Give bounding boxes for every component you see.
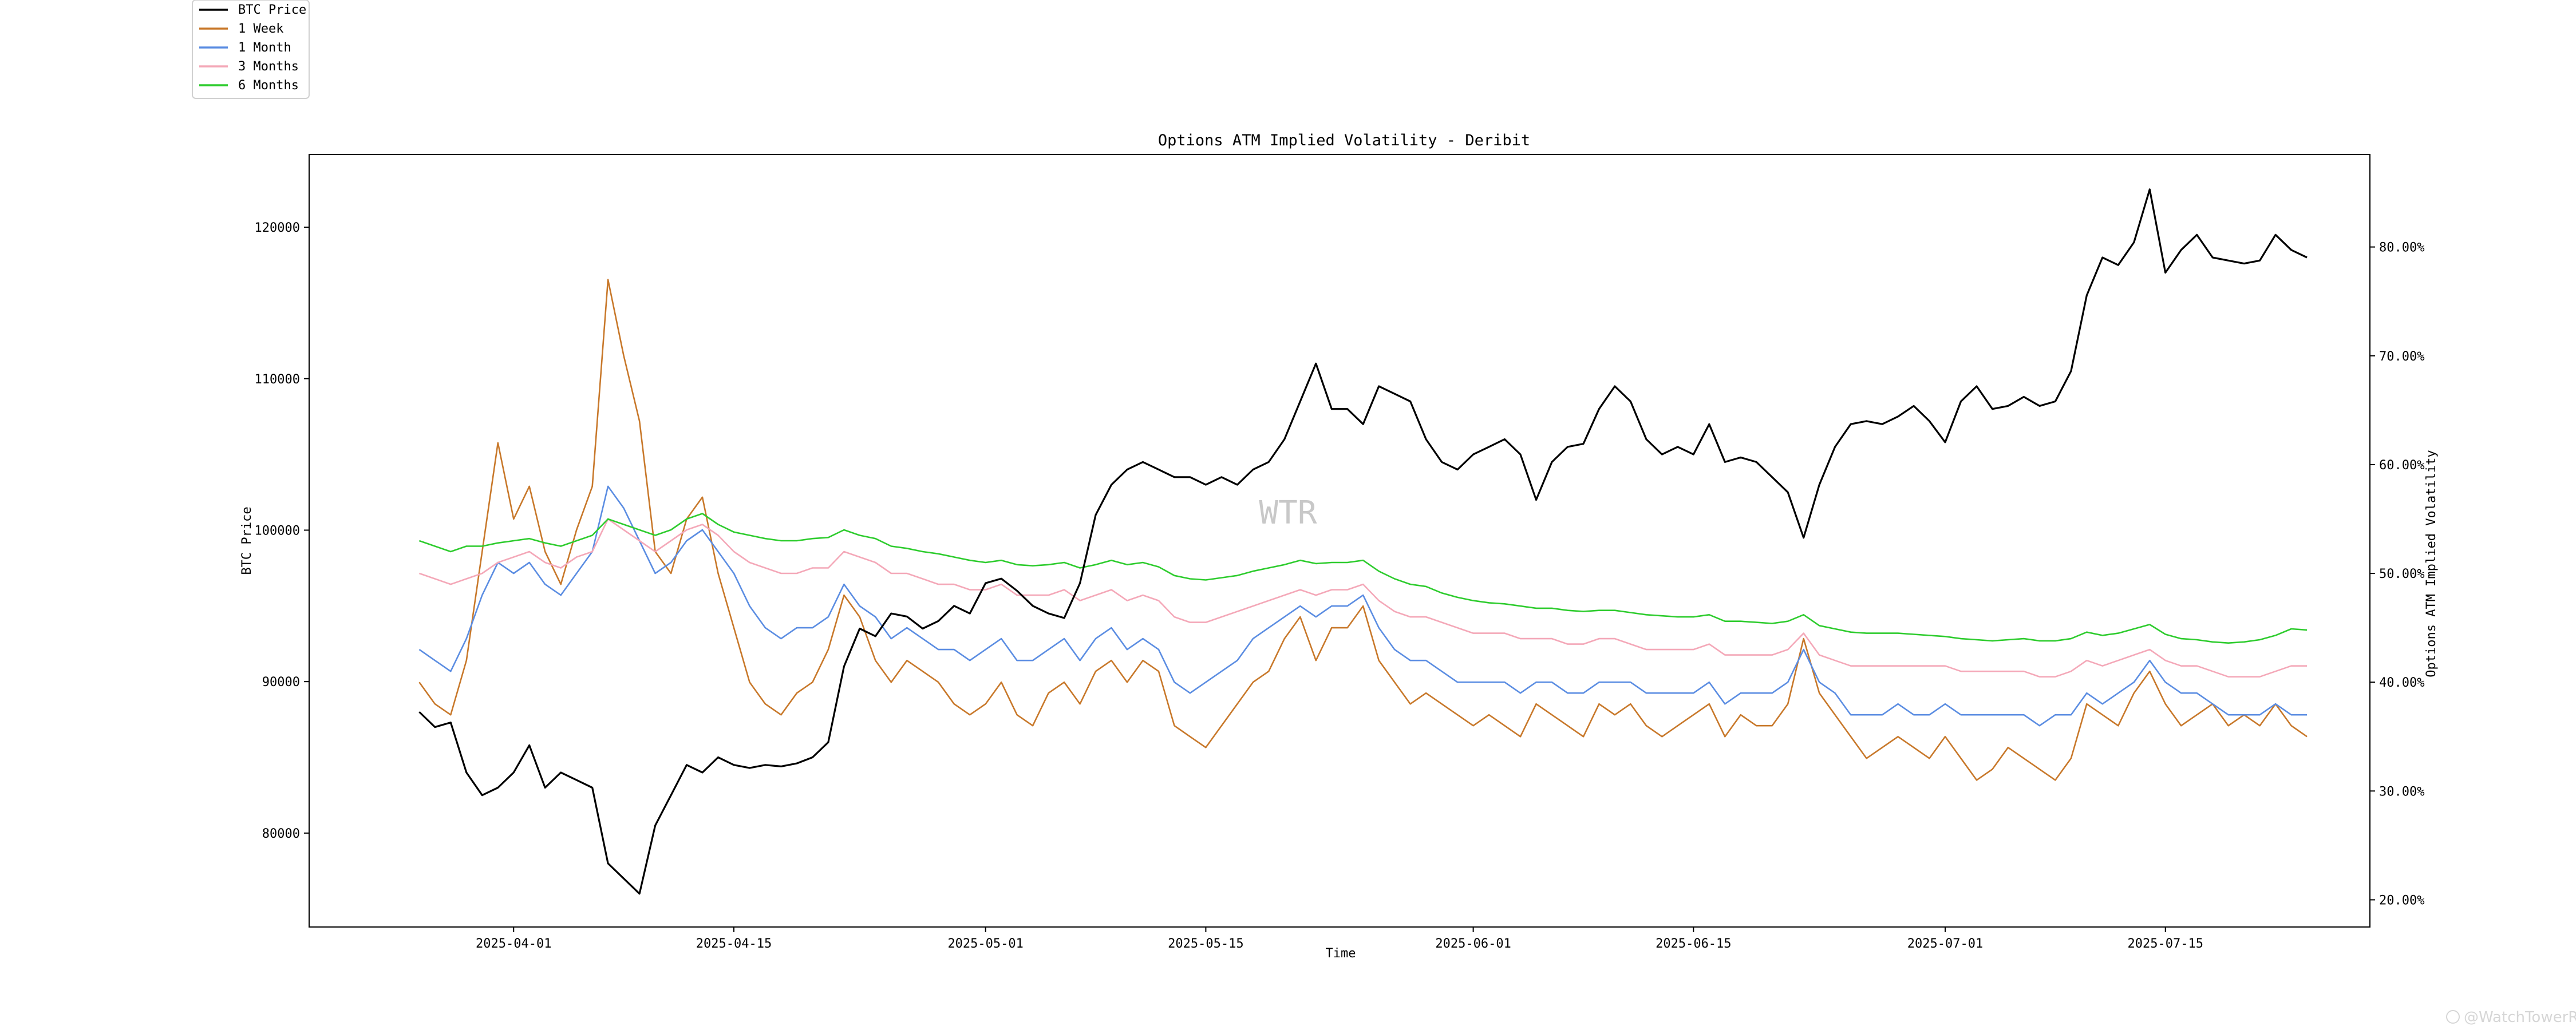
- legend-box: [192, 0, 310, 99]
- series-layer: [418, 188, 2308, 895]
- left-tick-label: 100000: [255, 524, 300, 538]
- left-axis-ticks: 80000 90000 100000 110000 120000: [255, 221, 309, 841]
- left-axis-label: BTC Price: [240, 506, 254, 575]
- series-line-6-months: [418, 513, 2308, 644]
- left-tick-label: 90000: [262, 675, 300, 690]
- left-tick-label: 80000: [262, 827, 300, 841]
- plot-frame: [309, 154, 2370, 928]
- x-tick-label: 2025-05-01: [947, 937, 1023, 951]
- x-tick-label: 2025-07-15: [2128, 937, 2203, 951]
- right-axis-ticks: 20.00% 30.00% 40.00% 50.00% 60.00% 70.00% 80.0…: [2370, 241, 2424, 908]
- series-line-1-month: [418, 485, 2308, 727]
- legend: BTC Price 1 Week 1 Month 3 Months 6 Months: [192, 0, 310, 99]
- chart-watermark: WTR: [1259, 494, 1317, 532]
- right-tick-label: 70.00%: [2379, 350, 2424, 364]
- series-line-1-week: [418, 279, 2308, 781]
- legend-label-btc-price: BTC Price: [238, 3, 306, 17]
- right-tick-label: 60.00%: [2379, 458, 2424, 473]
- series-line-btc-price: [418, 188, 2308, 895]
- credit-icon: [2446, 1010, 2460, 1024]
- x-axis-ticks: 2025-04-01 2025-04-15 2025-05-01 2025-05-15…: [476, 927, 2203, 951]
- right-tick-label: 50.00%: [2379, 567, 2424, 581]
- credit-text: @WatchTowerR: [2464, 1009, 2576, 1026]
- credit-mark: @WatchTowerR: [2446, 1009, 2576, 1026]
- series-line-3-months: [418, 518, 2308, 678]
- right-tick-label: 30.00%: [2379, 785, 2424, 799]
- right-axis-label: Options ATM Implied Volatility: [2424, 450, 2439, 677]
- legend-label-1-week: 1 Week: [238, 22, 283, 36]
- x-axis-label: Time: [1326, 946, 1356, 961]
- x-tick-label: 2025-06-15: [1656, 937, 1731, 951]
- legend-items: BTC Price 1 Week 1 Month 3 Months 6 Months: [199, 3, 306, 93]
- legend-label-6-months: 6 Months: [238, 78, 299, 93]
- chart-title: Options ATM Implied Volatility - Deribit: [1158, 132, 1530, 149]
- legend-label-3-months: 3 Months: [238, 60, 299, 74]
- right-tick-label: 40.00%: [2379, 676, 2424, 690]
- right-tick-label: 80.00%: [2379, 241, 2424, 255]
- x-tick-label: 2025-07-01: [1907, 937, 1983, 951]
- x-tick-label: 2025-05-15: [1168, 937, 1243, 951]
- right-tick-label: 20.00%: [2379, 893, 2424, 908]
- x-tick-label: 2025-04-01: [476, 937, 551, 951]
- left-tick-label: 120000: [255, 221, 300, 235]
- legend-label-1-month: 1 Month: [238, 41, 291, 55]
- left-tick-label: 110000: [255, 373, 300, 387]
- x-tick-label: 2025-04-15: [696, 937, 772, 951]
- x-tick-label: 2025-06-01: [1435, 937, 1511, 951]
